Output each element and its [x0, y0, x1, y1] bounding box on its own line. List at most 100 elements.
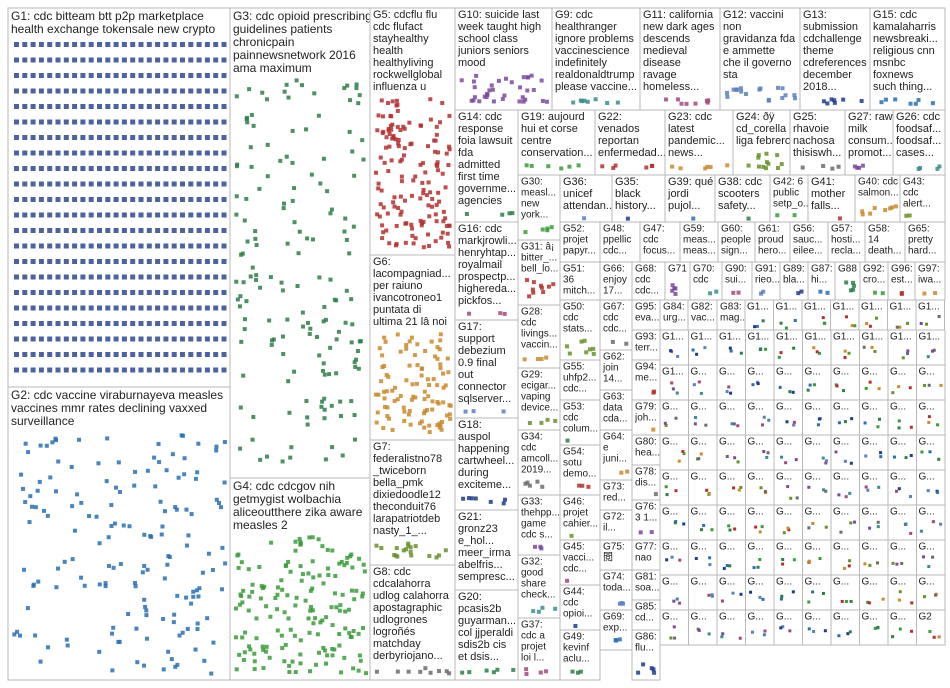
vertex [446, 240, 451, 245]
vertex [38, 181, 44, 187]
vertex [130, 73, 136, 78]
vertex [636, 670, 641, 675]
vertex [392, 195, 397, 200]
vertex [97, 228, 102, 233]
group-box [869, 7, 946, 111]
vertex [177, 633, 182, 638]
vertex [171, 119, 177, 125]
vertex [435, 345, 440, 350]
group-label: G34: [521, 431, 543, 442]
vertex [487, 88, 492, 93]
group-box [689, 261, 723, 301]
vertex [38, 321, 44, 326]
group-label: G1... [833, 331, 855, 342]
vertex [321, 645, 326, 650]
group-label: G... [748, 366, 764, 377]
vertex [495, 667, 500, 672]
vertex [267, 655, 272, 660]
vertex [113, 42, 119, 47]
vertex [387, 144, 392, 149]
vertex [440, 171, 445, 176]
vertex [88, 321, 94, 326]
vertex [121, 243, 127, 249]
vertex [310, 586, 315, 591]
vertex [447, 144, 452, 149]
vertex [862, 345, 866, 349]
vertex [109, 503, 114, 508]
vertex [55, 290, 61, 295]
vertex [104, 479, 109, 484]
vertex [55, 104, 61, 109]
vertex [221, 88, 227, 94]
vertex [310, 608, 315, 613]
vertex [806, 388, 810, 392]
vertex [380, 236, 385, 241]
vertex [193, 647, 198, 652]
vertex [80, 305, 86, 311]
vertex [876, 525, 880, 529]
vertex [418, 218, 423, 223]
vertex [920, 450, 924, 454]
vertex [762, 415, 766, 419]
vertex [937, 164, 942, 169]
vertex [221, 119, 227, 125]
group-label: cdc [563, 412, 579, 423]
vertex [412, 353, 417, 358]
vertex [691, 348, 695, 352]
group-label: G1... [861, 301, 883, 312]
vertex [473, 496, 478, 501]
group-label: aliceoutthere zika aware [233, 505, 363, 519]
vertex [252, 651, 257, 656]
vertex [253, 229, 258, 234]
vertex [121, 305, 127, 311]
vertex [171, 88, 177, 94]
group-box [859, 399, 889, 436]
vertex [116, 460, 121, 465]
vertex [63, 181, 69, 187]
group-label: G68: [635, 263, 657, 274]
group-label: meas... [683, 245, 716, 256]
group-label: e [603, 442, 609, 453]
vertex [22, 259, 28, 264]
vertex [234, 212, 239, 217]
vertex [676, 354, 680, 358]
vertex [171, 274, 177, 280]
vertex [708, 556, 712, 560]
vertex [171, 228, 177, 233]
group-label: G... [776, 436, 792, 447]
vertex [421, 187, 426, 192]
vertex [314, 334, 319, 339]
vertex [55, 197, 61, 202]
vertex [180, 42, 185, 47]
group-label: G44: [563, 586, 585, 597]
vertex [296, 251, 301, 256]
vertex [144, 613, 149, 618]
vertex [426, 144, 431, 149]
vertex [105, 212, 111, 218]
vertex [853, 520, 857, 524]
vertex [545, 226, 550, 231]
vertex [204, 367, 210, 373]
vertex [447, 244, 452, 249]
group-label: pcasis2b [458, 603, 501, 615]
vertex [731, 591, 735, 595]
vertex [113, 274, 119, 280]
group-label: vaccin... [521, 339, 558, 350]
vertex [221, 321, 227, 326]
vertex [377, 214, 382, 219]
vertex [121, 88, 127, 94]
vertex [38, 212, 44, 218]
vertex [420, 161, 425, 166]
group-box [717, 221, 756, 263]
vertex [221, 166, 227, 171]
vertex [779, 162, 784, 167]
vertex [288, 569, 293, 574]
group-label: G... [919, 366, 935, 377]
vertex [792, 423, 796, 427]
vertex [188, 57, 194, 63]
group-label: G... [805, 541, 821, 552]
group-label: health [373, 45, 403, 57]
vertex [196, 104, 202, 109]
vertex [22, 73, 28, 78]
vertex [401, 405, 406, 410]
